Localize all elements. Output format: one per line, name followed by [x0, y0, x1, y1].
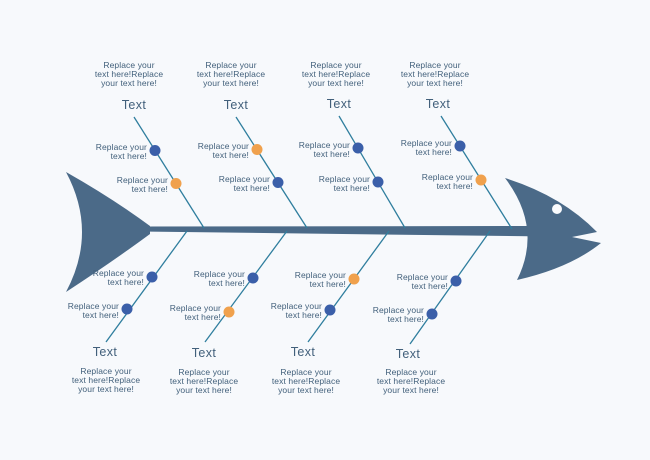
top-branch-4-line[interactable]	[440, 115, 513, 230]
top-branch-3-dot-2[interactable]	[372, 176, 384, 188]
bottom-branch-4-dot-2[interactable]	[426, 308, 438, 320]
top-branch-3-title[interactable]: Text	[326, 97, 352, 111]
top-branch-1-dot-2[interactable]	[170, 178, 182, 189]
top-branch-2-dot-2[interactable]	[272, 177, 284, 188]
bottom-branch-2-line[interactable]	[204, 230, 288, 343]
fish-spine[interactable]	[140, 226, 550, 237]
top-branch-1-heading[interactable]: Replace your text here!Replace your text…	[94, 60, 164, 88]
bottom-branch-2-title[interactable]: Text	[191, 346, 217, 360]
bottom-branch-2-dot-1[interactable]	[247, 272, 259, 284]
top-branch-2-heading[interactable]: Replace your text here!Replace your text…	[196, 60, 266, 88]
bottom-branch-3-dot-1[interactable]	[348, 273, 360, 285]
top-branch-1-title[interactable]: Text	[121, 98, 147, 112]
fish-eye	[552, 204, 562, 214]
bottom-branch-4-dot-1[interactable]	[450, 275, 462, 287]
top-branch-4-dot-2-label[interactable]: Replace your text here!	[421, 172, 473, 191]
bottom-branch-1-heading[interactable]: Replace your text here!Replace your text…	[71, 366, 141, 394]
bottom-branch-4-title[interactable]: Text	[395, 347, 421, 361]
bottom-branch-4-dot-2-label[interactable]: Replace your text here!	[372, 305, 424, 324]
top-branch-2-title[interactable]: Text	[223, 98, 249, 112]
top-branch-2-dot-1[interactable]	[251, 144, 263, 155]
bottom-branch-3-dot-2[interactable]	[324, 304, 336, 316]
fish-head[interactable]	[505, 178, 601, 280]
top-branch-4-title[interactable]: Text	[425, 97, 451, 111]
bottom-branch-2-dot-1-label[interactable]: Replace your text here!	[193, 269, 245, 288]
fish-tail[interactable]	[66, 172, 150, 292]
bottom-branch-1-dot-1-label[interactable]: Replace your text here!	[92, 268, 144, 287]
bottom-branch-3-line[interactable]	[307, 230, 390, 343]
bottom-branch-2-heading[interactable]: Replace your text here!Replace your text…	[169, 367, 239, 395]
top-branch-3-dot-2-label[interactable]: Replace your text here!	[318, 174, 370, 193]
bottom-branch-4-line[interactable]	[409, 230, 491, 345]
bottom-branch-4-heading[interactable]: Replace your text here!Replace your text…	[376, 367, 446, 395]
top-branch-1-dot-2-label[interactable]: Replace your text here!	[116, 175, 168, 194]
bottom-branch-1-line[interactable]	[105, 230, 188, 343]
top-branch-1-dot-1[interactable]	[149, 145, 161, 156]
top-branch-2-dot-2-label[interactable]: Replace your text here!	[218, 174, 270, 193]
top-branch-1-line[interactable]	[133, 116, 205, 229]
top-branch-4-dot-1-label[interactable]: Replace your text here!	[400, 138, 452, 157]
top-branch-4-heading[interactable]: Replace your text here!Replace your text…	[400, 60, 470, 88]
top-branch-4-dot-1[interactable]	[454, 140, 466, 152]
top-branch-2-dot-1-label[interactable]: Replace your text here!	[197, 141, 249, 160]
top-branch-4-dot-2[interactable]	[475, 174, 487, 186]
bottom-branch-3-dot-1-label[interactable]: Replace your text here!	[294, 270, 346, 289]
bottom-branch-4-dot-1-label[interactable]: Replace your text here!	[396, 272, 448, 291]
bottom-branch-1-dot-1[interactable]	[146, 271, 158, 283]
bottom-branch-1-dot-2-label[interactable]: Replace your text here!	[67, 301, 119, 320]
bottom-branch-1-title[interactable]: Text	[92, 345, 118, 359]
bottom-branch-3-dot-2-label[interactable]: Replace your text here!	[270, 301, 322, 320]
top-branch-3-dot-1-label[interactable]: Replace your text here!	[298, 140, 350, 159]
top-branch-3-heading[interactable]: Replace your text here!Replace your text…	[301, 60, 371, 88]
top-branch-1-dot-1-label[interactable]: Replace your text here!	[95, 142, 147, 161]
bottom-branch-2-dot-2[interactable]	[223, 306, 235, 318]
bottom-branch-1-dot-2[interactable]	[121, 303, 133, 315]
top-branch-3-line[interactable]	[338, 115, 406, 229]
bottom-branch-3-title[interactable]: Text	[290, 345, 316, 359]
top-branch-3-dot-1[interactable]	[352, 142, 364, 154]
bottom-branch-2-dot-2-label[interactable]: Replace your text here!	[169, 303, 221, 322]
top-branch-2-line[interactable]	[235, 116, 308, 229]
bottom-branch-3-heading[interactable]: Replace your text here!Replace your text…	[271, 367, 341, 395]
